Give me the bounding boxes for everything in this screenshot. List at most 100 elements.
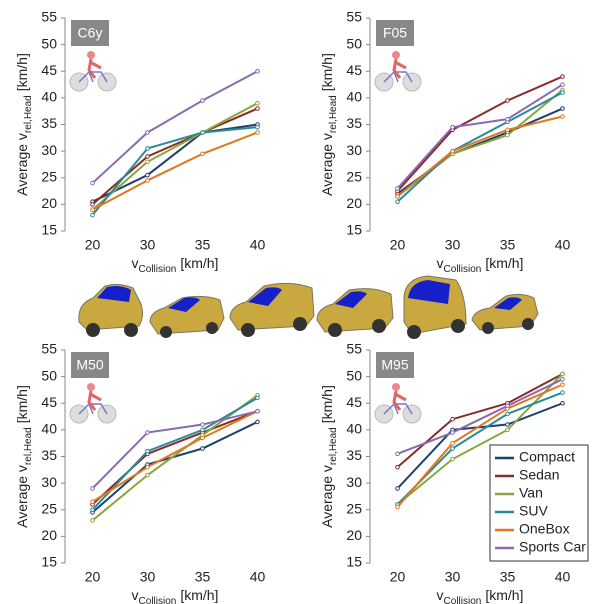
- point: [145, 159, 150, 165]
- y-tick-label: 40: [41, 89, 57, 105]
- panel-label: M95: [381, 357, 408, 373]
- point: [90, 486, 95, 491]
- body: [392, 390, 407, 411]
- y-tick-label: 45: [41, 62, 57, 78]
- ylabel-main: Average v: [319, 465, 335, 528]
- point: [560, 371, 565, 377]
- series-line: [397, 378, 563, 455]
- ylabel-title: Average vrel,Head [km/h]: [319, 385, 339, 528]
- point: [255, 130, 260, 135]
- panel-label: F05: [383, 25, 407, 41]
- y-tick-label: 15: [346, 554, 362, 570]
- point: [90, 499, 95, 505]
- point: [200, 422, 205, 427]
- x-tick-label: 20: [390, 569, 406, 585]
- point: [395, 464, 400, 470]
- ylabel-sub: rel,Head: [328, 95, 339, 133]
- y-tick-label: 55: [346, 341, 362, 357]
- xlabel-main: v: [437, 255, 444, 271]
- x-tick-label: 35: [500, 569, 516, 585]
- point: [200, 151, 205, 157]
- point: [145, 154, 150, 159]
- point: [90, 207, 95, 212]
- y-tick-label: 20: [346, 195, 362, 211]
- point: [145, 146, 150, 151]
- y-tick-label: 40: [41, 421, 57, 437]
- y-tick-label: 35: [346, 115, 362, 131]
- series-line: [91, 410, 258, 503]
- point: [145, 430, 150, 435]
- legend-label: Van: [519, 485, 543, 501]
- x-tick-label: 20: [85, 237, 101, 253]
- point: [450, 440, 455, 446]
- x-tick-label: 40: [555, 237, 571, 253]
- xlabel-unit: [km/h]: [180, 587, 218, 603]
- y-tick-label: 35: [41, 447, 57, 463]
- panel-label: M50: [76, 357, 103, 373]
- series-line: [396, 383, 563, 508]
- series-line: [396, 402, 563, 490]
- xlabel-unit: [km/h]: [485, 255, 523, 271]
- ylabel-sub: rel,Head: [328, 427, 339, 465]
- panel-label: C6y: [78, 25, 103, 41]
- series-line: [396, 107, 563, 195]
- legend-label: Compact: [519, 449, 575, 465]
- point: [450, 430, 455, 435]
- point: [450, 456, 455, 462]
- point: [145, 178, 150, 183]
- y-tick-label: 55: [41, 341, 57, 357]
- point: [505, 422, 510, 427]
- legend-label: Sports Car: [519, 539, 586, 555]
- point: [200, 427, 205, 433]
- head: [392, 383, 400, 391]
- point: [255, 106, 260, 111]
- xlabel-sub: Collision: [139, 596, 177, 604]
- x-tick-label: 40: [250, 569, 266, 585]
- point: [90, 180, 95, 186]
- y-tick-label: 40: [346, 89, 362, 105]
- xlabel-title: vCollision [km/h]: [132, 587, 219, 604]
- ylabel-unit: [km/h]: [14, 53, 30, 91]
- point: [90, 212, 95, 218]
- y-tick-label: 25: [41, 168, 57, 184]
- point: [560, 74, 565, 79]
- point: [200, 435, 205, 441]
- point: [395, 486, 400, 491]
- series-line: [396, 115, 563, 198]
- point: [255, 100, 260, 106]
- panel-label-box: [376, 20, 414, 46]
- frame: [383, 403, 413, 415]
- y-tick-label: 35: [41, 115, 57, 131]
- ylabel-main: Average v: [14, 465, 30, 528]
- x-tick-label: 35: [195, 569, 211, 585]
- y-tick-label: 50: [346, 367, 362, 383]
- series-line: [396, 75, 563, 192]
- x-tick-label: 30: [140, 569, 156, 585]
- y-tick-label: 20: [41, 195, 57, 211]
- y-tick-label: 15: [41, 222, 57, 238]
- frame: [78, 403, 108, 415]
- y-tick-label: 45: [41, 394, 57, 410]
- ylabel-main: Average v: [319, 133, 335, 196]
- xlabel-main: v: [132, 255, 139, 271]
- ylabel-unit: [km/h]: [14, 385, 30, 423]
- y-tick-label: 30: [41, 142, 57, 158]
- point: [395, 199, 400, 205]
- series-line: [91, 397, 259, 511]
- y-tick-label: 25: [41, 500, 57, 516]
- head: [392, 51, 400, 59]
- y-tick-label: 30: [346, 142, 362, 158]
- point: [450, 416, 455, 422]
- point: [560, 376, 565, 382]
- panel-label-box: [376, 352, 414, 378]
- point: [505, 403, 510, 409]
- frame: [383, 71, 413, 83]
- point: [395, 504, 400, 510]
- xlabel-sub: Collision: [444, 596, 482, 604]
- point: [145, 448, 150, 454]
- body: [87, 58, 102, 79]
- y-tick-label: 40: [346, 421, 362, 437]
- series-line: [396, 373, 564, 506]
- point: [505, 127, 510, 133]
- y-tick-label: 50: [41, 35, 57, 51]
